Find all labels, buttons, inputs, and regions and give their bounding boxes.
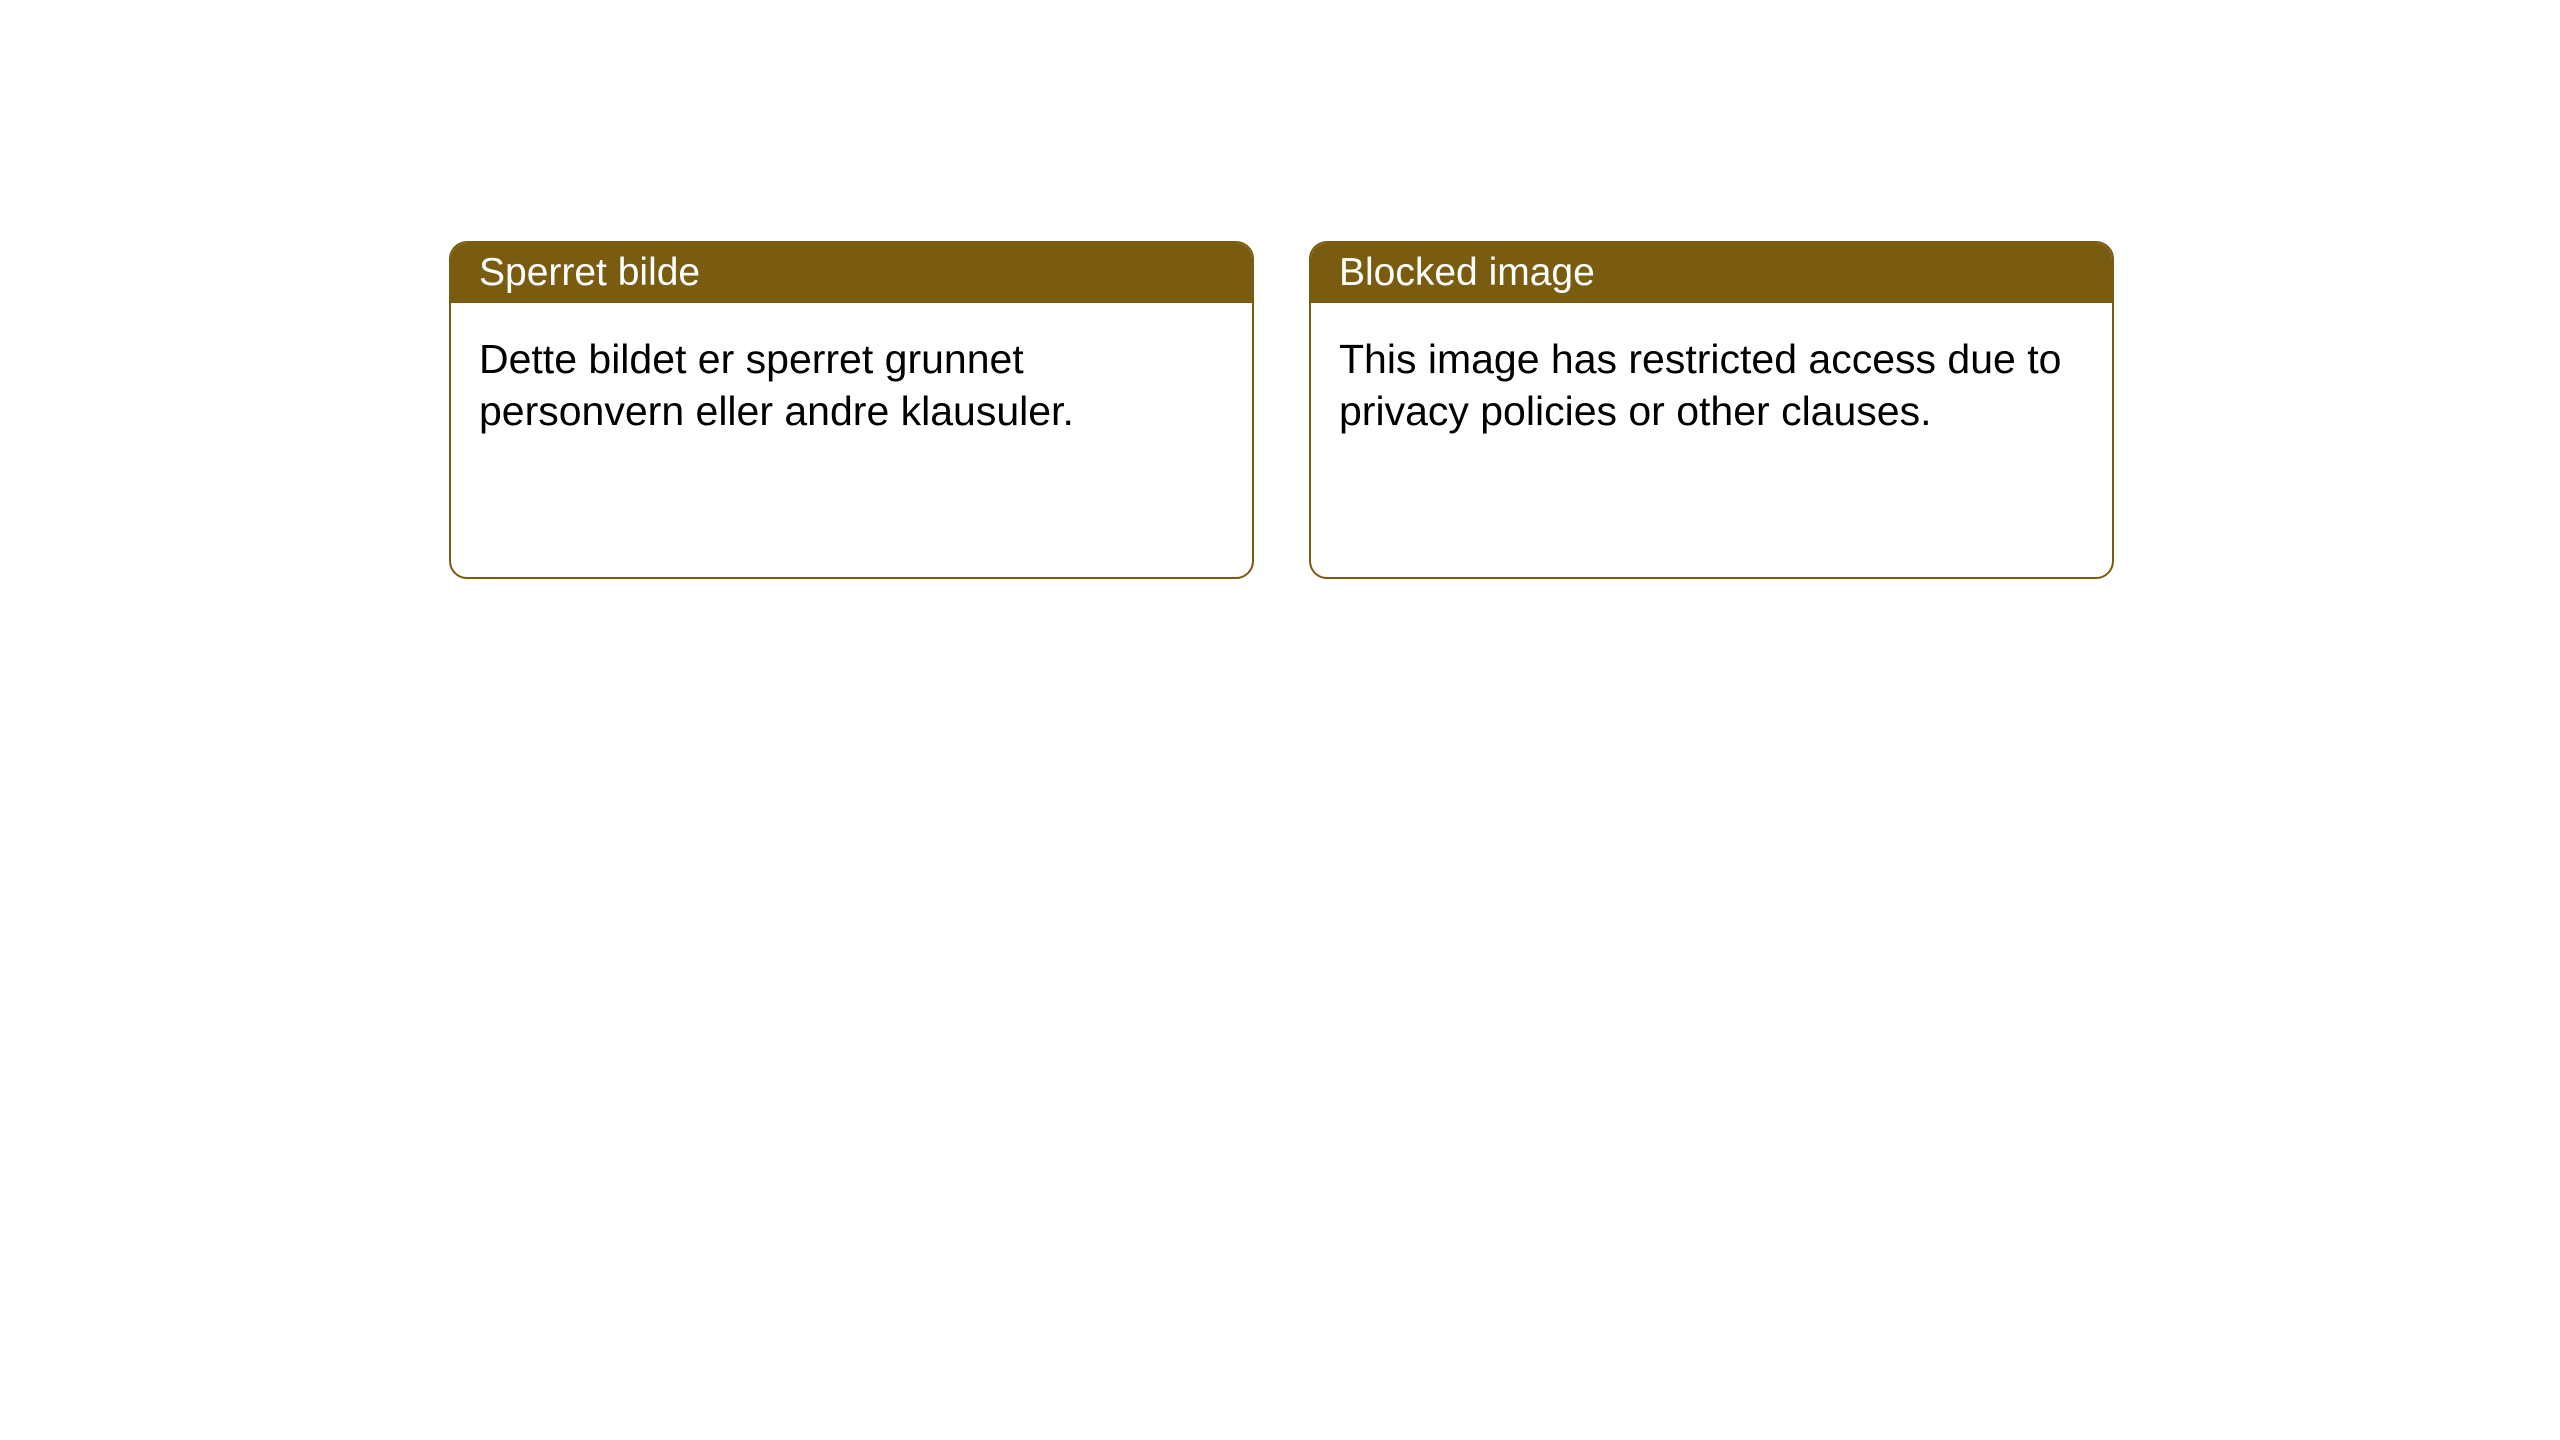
notice-card-norwegian: Sperret bilde Dette bildet er sperret gr… [449, 241, 1254, 579]
card-title: Sperret bilde [479, 251, 700, 295]
card-body-text: Dette bildet er sperret grunnet personve… [479, 336, 1074, 434]
card-body: This image has restricted access due to … [1311, 303, 2112, 468]
notice-card-english: Blocked image This image has restricted … [1309, 241, 2114, 579]
card-body-text: This image has restricted access due to … [1339, 336, 2061, 434]
notice-cards-container: Sperret bilde Dette bildet er sperret gr… [449, 241, 2114, 579]
card-title: Blocked image [1339, 251, 1595, 295]
card-header: Sperret bilde [451, 243, 1252, 303]
card-body: Dette bildet er sperret grunnet personve… [451, 303, 1252, 468]
card-header: Blocked image [1311, 243, 2112, 303]
